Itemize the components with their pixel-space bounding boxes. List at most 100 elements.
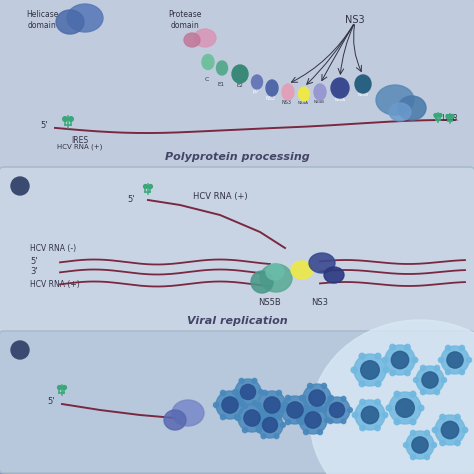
Circle shape — [222, 397, 238, 413]
Ellipse shape — [252, 75, 263, 89]
Circle shape — [257, 412, 283, 438]
Circle shape — [318, 429, 322, 435]
Text: HCV RNA (+): HCV RNA (+) — [193, 191, 247, 201]
Circle shape — [303, 429, 309, 435]
Circle shape — [235, 379, 261, 405]
Circle shape — [385, 345, 415, 375]
Text: C: C — [205, 77, 209, 82]
Ellipse shape — [184, 33, 200, 47]
Circle shape — [375, 381, 381, 387]
Circle shape — [435, 390, 439, 395]
Text: B: B — [16, 181, 24, 191]
Circle shape — [386, 405, 392, 411]
Circle shape — [413, 377, 419, 383]
Circle shape — [283, 402, 289, 408]
Circle shape — [383, 357, 388, 363]
Circle shape — [438, 114, 442, 117]
Circle shape — [361, 361, 379, 379]
Circle shape — [279, 408, 283, 412]
Circle shape — [324, 397, 350, 423]
Circle shape — [239, 378, 244, 383]
Text: NS3: NS3 — [282, 100, 292, 105]
Circle shape — [256, 403, 262, 409]
Circle shape — [420, 365, 426, 370]
Ellipse shape — [251, 271, 273, 293]
Circle shape — [296, 418, 301, 422]
Circle shape — [375, 399, 380, 405]
Circle shape — [318, 405, 322, 410]
Circle shape — [261, 434, 266, 438]
Circle shape — [438, 357, 444, 363]
Text: NS3: NS3 — [311, 298, 328, 307]
FancyBboxPatch shape — [0, 331, 474, 473]
Circle shape — [390, 344, 395, 350]
Circle shape — [341, 419, 346, 424]
Circle shape — [383, 412, 388, 418]
Circle shape — [446, 346, 450, 350]
Circle shape — [375, 425, 380, 431]
Circle shape — [239, 401, 244, 406]
Circle shape — [434, 114, 438, 117]
Circle shape — [416, 366, 444, 394]
Text: NS5A: NS5A — [335, 98, 346, 102]
Ellipse shape — [266, 264, 284, 280]
Circle shape — [240, 384, 255, 400]
Circle shape — [243, 428, 247, 433]
Ellipse shape — [291, 261, 313, 279]
Circle shape — [69, 117, 73, 121]
Circle shape — [325, 418, 329, 422]
Text: NS5B: NS5B — [357, 93, 369, 97]
Circle shape — [410, 455, 416, 460]
Ellipse shape — [232, 65, 248, 83]
Circle shape — [255, 402, 261, 408]
Circle shape — [303, 384, 331, 412]
Circle shape — [235, 391, 239, 395]
Circle shape — [264, 397, 280, 413]
Circle shape — [455, 440, 460, 446]
Circle shape — [410, 430, 416, 436]
Ellipse shape — [310, 320, 474, 474]
Circle shape — [360, 399, 365, 405]
Ellipse shape — [202, 55, 214, 70]
Circle shape — [329, 402, 345, 418]
Circle shape — [355, 400, 385, 430]
Circle shape — [462, 427, 468, 433]
Circle shape — [255, 423, 259, 428]
Text: 3' UTR: 3' UTR — [433, 113, 457, 122]
Circle shape — [441, 421, 459, 439]
Ellipse shape — [260, 264, 292, 292]
Circle shape — [405, 370, 410, 376]
Circle shape — [435, 415, 465, 445]
Circle shape — [412, 437, 428, 453]
Circle shape — [276, 415, 282, 419]
Circle shape — [422, 372, 438, 388]
Text: NS4A: NS4A — [298, 101, 309, 105]
Circle shape — [406, 431, 434, 459]
Text: 3': 3' — [30, 267, 37, 276]
Text: 5': 5' — [40, 120, 48, 129]
Text: 5': 5' — [128, 195, 135, 204]
Circle shape — [441, 377, 447, 383]
Circle shape — [440, 414, 445, 419]
Circle shape — [287, 402, 303, 418]
Circle shape — [233, 390, 237, 394]
Circle shape — [303, 405, 309, 410]
Circle shape — [466, 357, 472, 363]
Circle shape — [352, 412, 358, 418]
Circle shape — [149, 184, 153, 188]
Circle shape — [263, 391, 267, 395]
Circle shape — [359, 353, 365, 359]
Circle shape — [410, 391, 416, 397]
Circle shape — [252, 401, 257, 406]
Circle shape — [359, 381, 365, 387]
FancyBboxPatch shape — [0, 0, 474, 172]
Circle shape — [341, 396, 346, 401]
Circle shape — [321, 383, 327, 388]
Circle shape — [396, 399, 414, 417]
Ellipse shape — [398, 96, 426, 120]
Text: E1: E1 — [218, 82, 224, 87]
Ellipse shape — [56, 10, 84, 34]
Text: p7: p7 — [253, 89, 259, 94]
Circle shape — [389, 392, 421, 424]
Circle shape — [328, 396, 333, 401]
